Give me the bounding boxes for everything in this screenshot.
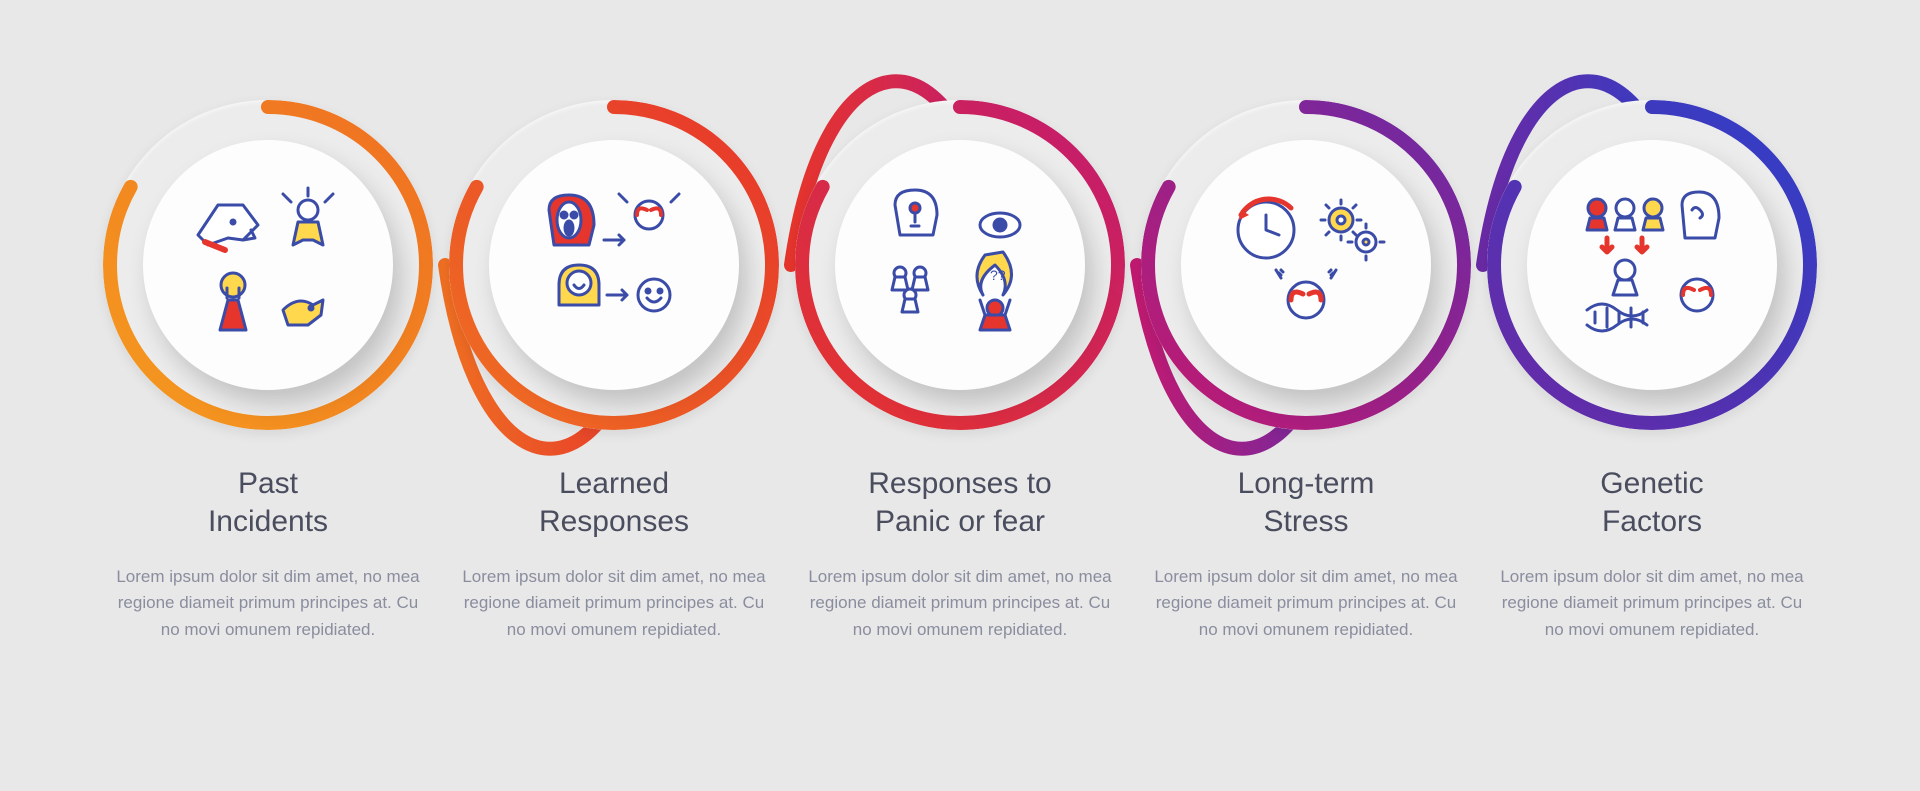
title: Past Incidents — [115, 465, 421, 540]
inner-disc — [489, 140, 739, 390]
body: Lorem ipsum dolor sit dim amet, no mea r… — [1499, 564, 1805, 643]
inner-disc — [1527, 140, 1777, 390]
body: Lorem ipsum dolor sit dim amet, no mea r… — [461, 564, 767, 643]
svg-text:??: ?? — [990, 267, 1006, 283]
genetic-icon — [1567, 180, 1737, 350]
texts-row: Past Incidents Lorem ipsum dolor sit dim… — [0, 465, 1920, 643]
node-long-term-stress — [1141, 100, 1471, 430]
title: Genetic Factors — [1499, 465, 1805, 540]
body: Lorem ipsum dolor sit dim amet, no mea r… — [115, 564, 421, 643]
node-learned-responses — [449, 100, 779, 430]
inner-disc — [143, 140, 393, 390]
text-learned-responses: Learned Responses Lorem ipsum dolor sit … — [449, 465, 779, 643]
nodes-row: ?? — [0, 100, 1920, 430]
text-past-incidents: Past Incidents Lorem ipsum dolor sit dim… — [103, 465, 433, 643]
node-genetic-factors — [1487, 100, 1817, 430]
stress-icon — [1221, 180, 1391, 350]
title: Long-term Stress — [1153, 465, 1459, 540]
panic-icon: ?? — [875, 180, 1045, 350]
text-long-term-stress: Long-term Stress Lorem ipsum dolor sit d… — [1141, 465, 1471, 643]
title: Learned Responses — [461, 465, 767, 540]
title: Responses to Panic or fear — [807, 465, 1113, 540]
body: Lorem ipsum dolor sit dim amet, no mea r… — [807, 564, 1113, 643]
incidents-icon — [183, 180, 353, 350]
inner-disc: ?? — [835, 140, 1085, 390]
body: Lorem ipsum dolor sit dim amet, no mea r… — [1153, 564, 1459, 643]
infographic-canvas: ?? — [0, 0, 1920, 791]
text-genetic-factors: Genetic Factors Lorem ipsum dolor sit di… — [1487, 465, 1817, 643]
learned-icon — [529, 180, 699, 350]
node-past-incidents — [103, 100, 433, 430]
node-panic-fear: ?? — [795, 100, 1125, 430]
inner-disc — [1181, 140, 1431, 390]
text-panic-fear: Responses to Panic or fear Lorem ipsum d… — [795, 465, 1125, 643]
